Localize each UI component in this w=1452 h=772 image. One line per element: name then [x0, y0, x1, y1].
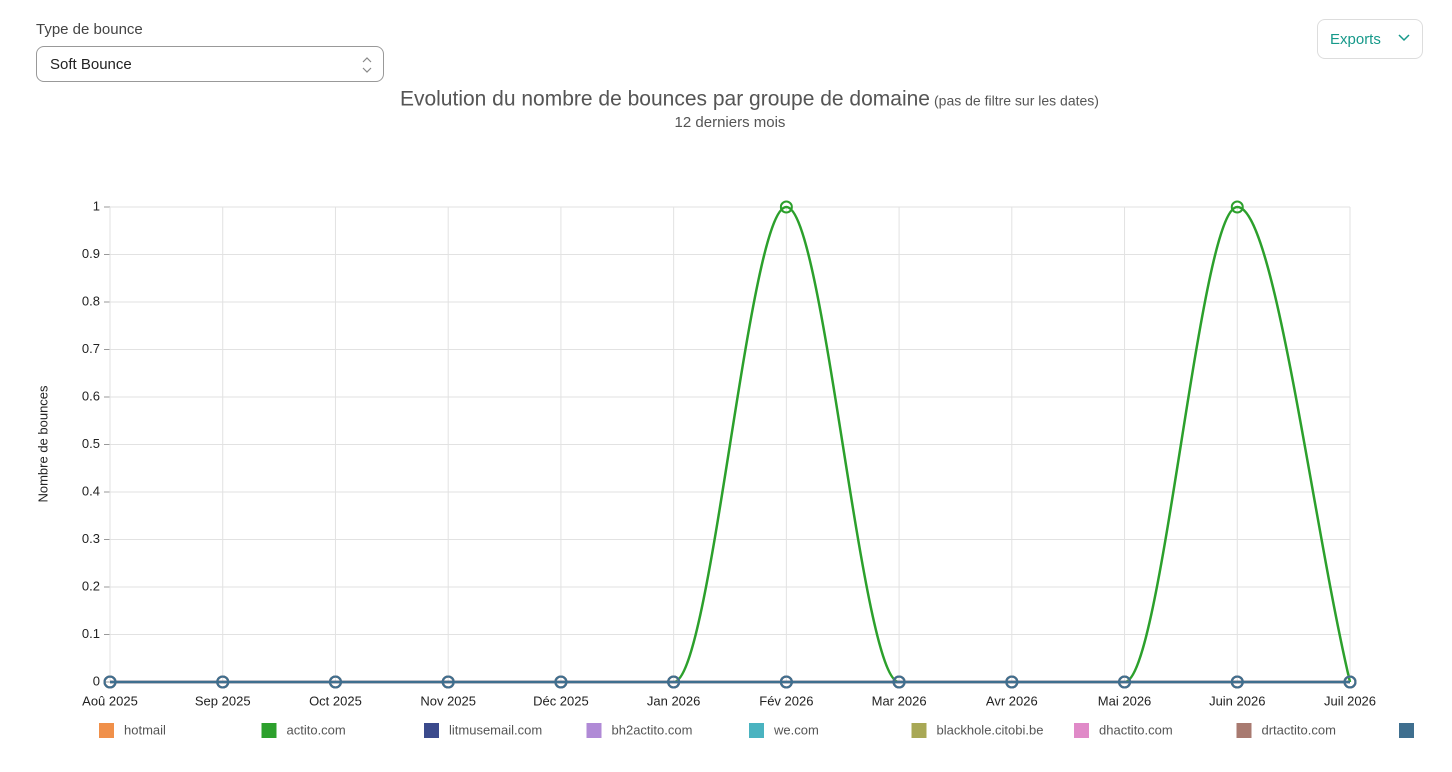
legend-label: we.com: [773, 722, 819, 737]
exports-label: Exports: [1330, 31, 1381, 48]
bounce-type-select[interactable]: Soft Bounce: [36, 46, 384, 82]
data-point: [892, 675, 906, 689]
data-point: [1230, 675, 1244, 689]
x-tick-label: Mai 2026: [1098, 693, 1151, 708]
legend-label: dhactito.com: [1099, 722, 1173, 737]
x-tick-label: Juin 2026: [1209, 693, 1265, 708]
x-tick-label: Jan 2026: [647, 693, 701, 708]
data-point: [554, 675, 568, 689]
y-axis-label: Nombre de bounces: [35, 385, 50, 503]
exports-button[interactable]: Exports: [1317, 19, 1423, 59]
y-tick-label: 0.6: [82, 388, 100, 403]
data-point: [667, 675, 681, 689]
x-tick-label: Aoû 2025: [82, 693, 138, 708]
x-tick-label: Mar 2026: [872, 693, 927, 708]
data-point: [1118, 675, 1132, 689]
legend-swatch: [99, 723, 114, 738]
data-point: [779, 200, 793, 214]
x-tick-label: Fév 2026: [759, 693, 813, 708]
y-tick-label: 1: [93, 198, 100, 213]
filter-label: Type de bounce: [36, 21, 143, 38]
legend-label: bh2actito.com: [612, 722, 693, 737]
legend-label: litmusemail.com: [449, 722, 542, 737]
data-point: [216, 675, 230, 689]
data-point: [1005, 675, 1019, 689]
y-tick-label: 0.5: [82, 436, 100, 451]
legend-swatch: [424, 723, 439, 738]
x-tick-label: Déc 2025: [533, 693, 589, 708]
select-value: Soft Bounce: [50, 56, 132, 73]
x-tick-label: Nov 2025: [420, 693, 476, 708]
data-point: [103, 675, 117, 689]
legend-swatch: [1399, 723, 1414, 738]
x-tick-label: Juil 2026: [1324, 693, 1376, 708]
legend-swatch: [586, 723, 602, 738]
chart-title: Evolution du nombre de bounces par group…: [400, 88, 930, 111]
chart-subtitle: 12 derniers mois: [675, 114, 786, 131]
y-tick-label: 0.4: [82, 483, 100, 498]
x-tick-label: Oct 2025: [309, 693, 362, 708]
select-arrows: [362, 57, 372, 73]
chart-title-note: (pas de filtre sur les dates): [934, 93, 1099, 109]
legend-swatch: [749, 723, 764, 738]
data-point: [779, 675, 793, 689]
y-tick-label: 0.2: [82, 578, 100, 593]
legend-swatch: [1074, 723, 1089, 738]
legend-swatch: [911, 723, 927, 738]
y-tick-label: 0.1: [82, 626, 100, 641]
legend-label: blackhole.citobi.be: [937, 722, 1044, 737]
data-point: [441, 675, 455, 689]
y-tick-label: 0.8: [82, 293, 100, 308]
data-point: [1343, 675, 1357, 689]
x-tick-label: Sep 2025: [195, 693, 251, 708]
y-tick-label: 0: [93, 673, 100, 688]
y-tick-label: 0.3: [82, 531, 100, 546]
y-tick-label: 0.7: [82, 341, 100, 356]
legend-swatch: [261, 723, 277, 738]
data-point: [1230, 200, 1244, 214]
legend-swatch: [1236, 723, 1252, 738]
chevron: [1398, 34, 1410, 42]
data-point: [328, 675, 342, 689]
legend-label: hotmail: [124, 722, 166, 737]
legend-label: drtactito.com: [1262, 722, 1336, 737]
x-tick-label: Avr 2026: [986, 693, 1038, 708]
legend-label: actito.com: [287, 722, 346, 737]
y-tick-label: 0.9: [82, 246, 100, 261]
